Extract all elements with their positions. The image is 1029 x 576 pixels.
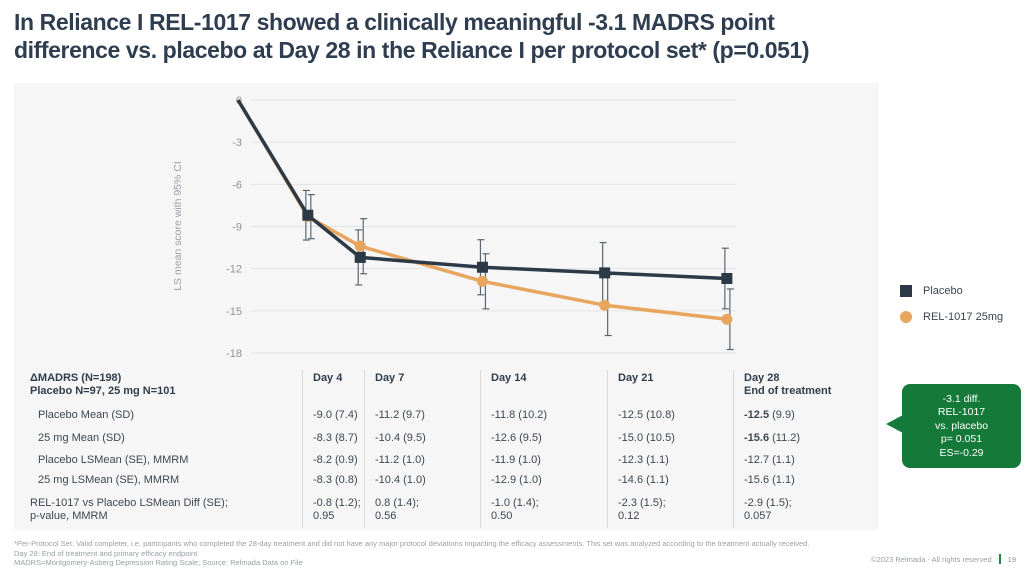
y-axis-title: LS mean score with 95% CI: [172, 161, 184, 291]
series-line-placebo: [236, 99, 727, 281]
data-point-placebo: [721, 272, 733, 284]
legend-label: REL-1017 25mg: [923, 311, 1004, 323]
table-cell: -12.7 (1.1): [733, 449, 879, 470]
table-cell: -12.3 (1.1): [607, 449, 733, 470]
table-cell: -8.3 (8.7): [302, 426, 364, 449]
y-tick-label: -15: [226, 306, 242, 318]
chart-legend: Placebo REL-1017 25mg: [900, 285, 1003, 323]
table-row-label: 25 mg LSMean (SE), MMRM: [38, 474, 180, 486]
table-cell: -2.9 (1.5); 0.057: [733, 490, 879, 528]
table-cell: -2.3 (1.5); 0.12: [607, 490, 733, 528]
table-cell: -15.0 (10.5): [607, 426, 733, 449]
callout-tail-arrow-icon: [886, 415, 903, 433]
table-row-label: REL-1017 vs Placebo LSMean Diff (SE); p-…: [30, 497, 228, 522]
table-column-header: Day 21: [607, 370, 733, 402]
table-row: 25 mg Mean (SD) -8.3 (8.7) -10.4 (9.5) -12.…: [14, 426, 879, 449]
y-tick-label: -3: [232, 137, 242, 149]
y-tick-label: -9: [232, 221, 242, 233]
callout-line: -3.1 diff.: [942, 393, 981, 405]
slide-title-line1: In Reliance I REL-1017 showed a clinical…: [14, 9, 775, 35]
y-tick-label: -12: [226, 264, 242, 276]
callout-line: p= 0.051: [940, 433, 983, 446]
table-row: REL-1017 vs Placebo LSMean Diff (SE); p-…: [14, 490, 879, 528]
table-column-header: Day 4: [302, 370, 364, 402]
table-column-header: Day 14: [480, 370, 607, 402]
table-row: 25 mg LSMean (SE), MMRM -8.3 (0.8) -10.4 (…: [14, 470, 879, 490]
data-point-placebo: [476, 261, 488, 273]
content-panel: [14, 83, 879, 530]
table-column-header: Day 7: [364, 370, 480, 402]
y-tick-label: -18: [226, 348, 242, 360]
madrs-data-table: ΔMADRS (N=198) Placebo N=97, 25 mg N=101…: [14, 366, 879, 528]
table-cell: -11.9 (1.0): [480, 449, 607, 470]
table-row-label: 25 mg Mean (SD): [38, 432, 125, 444]
table-row-label: Placebo Mean (SD): [38, 409, 134, 421]
table-cell: -8.2 (0.9): [302, 449, 364, 470]
table-row: Placebo Mean (SD) -9.0 (7.4) -11.2 (9.7) -1…: [14, 402, 879, 426]
table-column-header: Day 28 End of treatment: [733, 370, 879, 402]
table-cell: -15.6 (1.1): [733, 470, 879, 490]
table-cell: -8.3 (0.8): [302, 470, 364, 490]
table-row: Placebo LSMean (SE), MMRM -8.2 (0.9) -11.2…: [14, 449, 879, 470]
table-cell: -1.0 (1.4); 0.50: [480, 490, 607, 528]
table-cell: -14.6 (1.1): [607, 470, 733, 490]
result-callout: -3.1 diff. REL-1017 vs. placebo p= 0.051…: [886, 384, 1021, 468]
table-cell: -10.4 (1.0): [364, 470, 480, 490]
table-cell: 0.8 (1.4); 0.56: [364, 490, 480, 528]
callout-line: ES=-0.29: [939, 446, 984, 459]
table-header-row: ΔMADRS (N=198) Placebo N=97, 25 mg N=101…: [14, 366, 879, 402]
table-cell: -12.6 (9.5): [480, 426, 607, 449]
slide-title-line2: difference vs. placebo at Day 28 in the …: [14, 37, 810, 63]
data-point-placebo: [599, 267, 611, 279]
footer-right: ©2023 Relmada - All rights reserved 19: [871, 554, 1016, 564]
table-cell: -9.0 (7.4): [302, 402, 364, 426]
table-cell: -11.2 (1.0): [364, 449, 480, 470]
callout-line: REL-1017: [937, 406, 986, 419]
page-number: 19: [1007, 554, 1016, 564]
page-separator-bar: [998, 554, 1001, 564]
footnote-line: Day 28: End of treatment and primary eff…: [14, 548, 198, 558]
table-cell: -15.6 (11.2): [733, 426, 879, 449]
data-point-rel-1017: [721, 313, 733, 325]
data-point-rel-1017: [476, 275, 488, 287]
legend-item: Placebo: [900, 285, 1003, 297]
data-point-placebo: [302, 209, 314, 221]
slide-title: In Reliance I REL-1017 showed a clinical…: [14, 8, 1024, 64]
legend-item: REL-1017 25mg: [900, 311, 1003, 323]
legend-label: Placebo: [923, 285, 963, 297]
table-cell: -12.9 (1.0): [480, 470, 607, 490]
footnote-line: *Per-Protocol Set: Valid completer, i.e,…: [14, 539, 810, 548]
table-header-label: ΔMADRS (N=198) Placebo N=97, 25 mg N=101: [30, 372, 176, 397]
legend-circle-icon: [900, 311, 912, 323]
table-cell: -12.5 (10.8): [607, 402, 733, 426]
table-cell: -11.8 (10.2): [480, 402, 607, 426]
table-row-label: Placebo LSMean (SE), MMRM: [38, 454, 189, 466]
table-cell: -12.5 (9.9): [733, 402, 879, 426]
y-tick-label: -6: [232, 179, 242, 191]
legend-square-icon: [900, 285, 912, 297]
footnote-line: MADRS=Montgomery-Asberg Depression Ratin…: [14, 558, 303, 568]
table-cell: -11.2 (9.7): [364, 402, 480, 426]
callout-line: vs. placebo: [934, 419, 989, 432]
data-point-rel-1017: [599, 299, 611, 311]
table-cell: -10.4 (9.5): [364, 426, 480, 449]
data-point-rel-1017: [354, 240, 366, 252]
copyright-text: ©2023 Relmada - All rights reserved: [871, 554, 992, 564]
data-point-placebo: [354, 251, 366, 263]
table-cell: -0.8 (1.2); 0.95: [302, 490, 364, 528]
footnotes: *Per-Protocol Set: Valid completer, i.e,…: [14, 539, 914, 568]
